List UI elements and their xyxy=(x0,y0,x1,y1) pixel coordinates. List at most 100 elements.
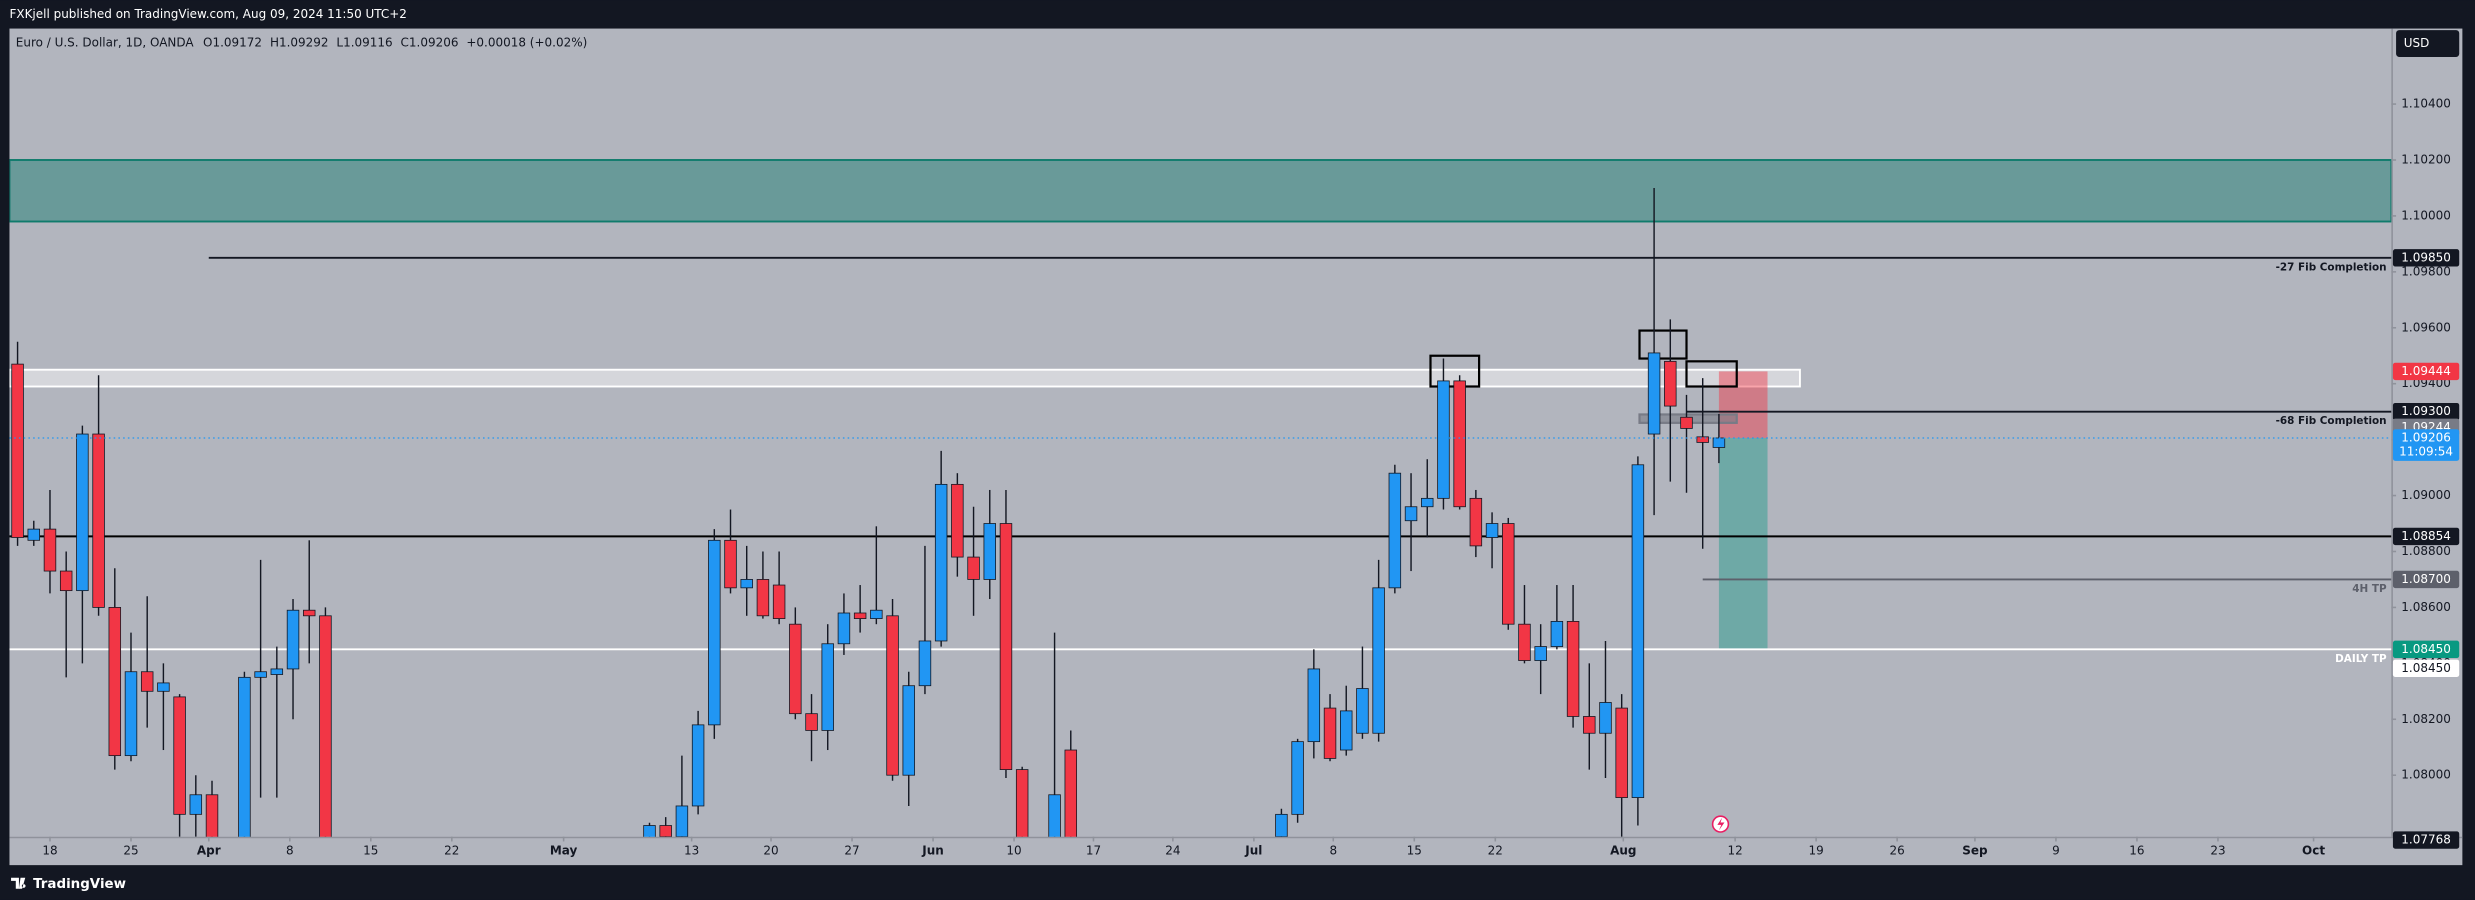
candle-body xyxy=(789,623,802,715)
candle-body xyxy=(1275,813,1288,837)
candle-body xyxy=(303,609,316,617)
y-tick-label: 1.10000 xyxy=(2401,208,2451,222)
candle-body xyxy=(1502,523,1515,625)
currency-button[interactable] xyxy=(2396,30,2460,57)
candle-body xyxy=(1388,472,1402,589)
price-tag xyxy=(2392,429,2460,461)
x-tick-label: Jul xyxy=(1244,843,1262,857)
price-tag xyxy=(2392,831,2460,849)
y-tick-label: 1.09600 xyxy=(2401,320,2451,334)
x-tick-label: 26 xyxy=(1890,843,1905,857)
candle-body xyxy=(772,584,786,619)
candle-body xyxy=(951,483,964,558)
candle-body xyxy=(76,433,89,592)
level-label: DAILY TP xyxy=(2335,653,2387,665)
price-tag-label: 1.08854 xyxy=(2401,529,2451,543)
y-tick-label: 1.09800 xyxy=(2401,264,2451,278)
candle-body xyxy=(1064,749,1078,837)
x-tick-label: 8 xyxy=(1329,843,1337,857)
y-tick-label: 1.08200 xyxy=(2401,712,2451,726)
candle-body xyxy=(983,523,996,580)
x-tick-label: 27 xyxy=(844,843,859,857)
candle-body xyxy=(1437,380,1450,499)
candle-body xyxy=(1404,506,1418,522)
zone xyxy=(9,368,1801,388)
candle-body xyxy=(740,579,753,589)
legend: Euro / U.S. Dollar, 1D, OANDA O1.09172 H1… xyxy=(16,35,587,49)
candle-body xyxy=(108,607,122,757)
x-tick-label: Aug xyxy=(1610,843,1636,857)
candle-body xyxy=(1453,380,1466,508)
candle-body xyxy=(1680,416,1693,429)
candle-body xyxy=(967,556,980,580)
price-countdown: 11:09:54 xyxy=(2399,445,2453,459)
x-tick-label: 15 xyxy=(1407,843,1422,857)
candle-body xyxy=(319,615,332,837)
candle-body xyxy=(1631,464,1645,798)
candle-body xyxy=(270,668,284,675)
price-tag-label: 1.09206 xyxy=(2401,430,2451,444)
candle-body xyxy=(1015,769,1029,837)
price-tag xyxy=(2392,640,2460,659)
x-tick-label: 25 xyxy=(123,843,138,857)
candle-body xyxy=(27,528,41,541)
candle-body xyxy=(1583,716,1596,734)
brand: TradingView xyxy=(33,877,126,892)
stop-zone xyxy=(1718,371,1768,438)
candle-body xyxy=(918,640,932,687)
candle-body xyxy=(853,612,867,619)
candle-body xyxy=(886,615,899,776)
price-tag-label: 1.09444 xyxy=(2401,364,2451,378)
x-tick-label: 8 xyxy=(286,843,294,857)
candle-body xyxy=(724,539,737,589)
candle-body xyxy=(643,825,656,837)
x-tick-label: 22 xyxy=(1488,843,1503,857)
symbol-title: Euro / U.S. Dollar, 1D, OANDA xyxy=(16,35,195,49)
candle-body xyxy=(999,523,1013,770)
price-tag-label: 1.08450 xyxy=(2401,661,2451,675)
candle-body xyxy=(157,682,170,692)
price-tag xyxy=(2392,362,2460,381)
x-tick-label: 12 xyxy=(1727,843,1742,857)
candle-body xyxy=(1421,497,1434,508)
candle-body xyxy=(1647,352,1661,435)
candle-body xyxy=(870,609,883,619)
level-label: 4H TP xyxy=(2352,583,2387,595)
currency[interactable]: USD xyxy=(2404,36,2430,50)
ohlc-item: +0.00018 (+0.02%) xyxy=(466,35,587,49)
candle-body xyxy=(1615,707,1628,798)
candle-body xyxy=(189,794,203,815)
x-tick-label: 10 xyxy=(1006,843,1021,857)
x-tick-label: 24 xyxy=(1165,843,1180,857)
candle-body xyxy=(1566,621,1580,717)
x-tick-label: 13 xyxy=(684,843,699,857)
candle-body xyxy=(1485,523,1499,538)
chart-background xyxy=(9,28,2463,866)
x-tick-label: Jun xyxy=(921,843,944,857)
price-tag xyxy=(2392,527,2460,546)
price-tag-label: 1.07768 xyxy=(2401,833,2451,847)
candle-body xyxy=(254,671,267,678)
candle-body xyxy=(173,696,186,815)
candle-body xyxy=(837,612,851,645)
candle-body xyxy=(659,825,672,837)
y-tick-label: 1.10400 xyxy=(2401,97,2451,111)
candle-body xyxy=(1291,741,1304,815)
ohlc-item: H1.09292 xyxy=(270,35,329,49)
candle-body xyxy=(1323,707,1337,759)
candle-body xyxy=(1712,437,1726,448)
candle-body xyxy=(1307,668,1321,743)
candle-body xyxy=(11,363,24,538)
candle-body xyxy=(1518,623,1531,661)
candle-body xyxy=(59,570,73,592)
y-tick-label: 1.08600 xyxy=(2401,600,2451,614)
level-label: -27 Fib Completion xyxy=(2276,261,2387,273)
candle-body xyxy=(140,671,154,692)
candle-body xyxy=(691,724,705,807)
highlight-box xyxy=(1685,360,1738,388)
x-tick-label: 19 xyxy=(1809,843,1824,857)
publisher: FXKjell published on TradingView.com, Au… xyxy=(9,7,406,21)
price-tag xyxy=(2392,402,2460,421)
brand-logo xyxy=(11,877,26,889)
